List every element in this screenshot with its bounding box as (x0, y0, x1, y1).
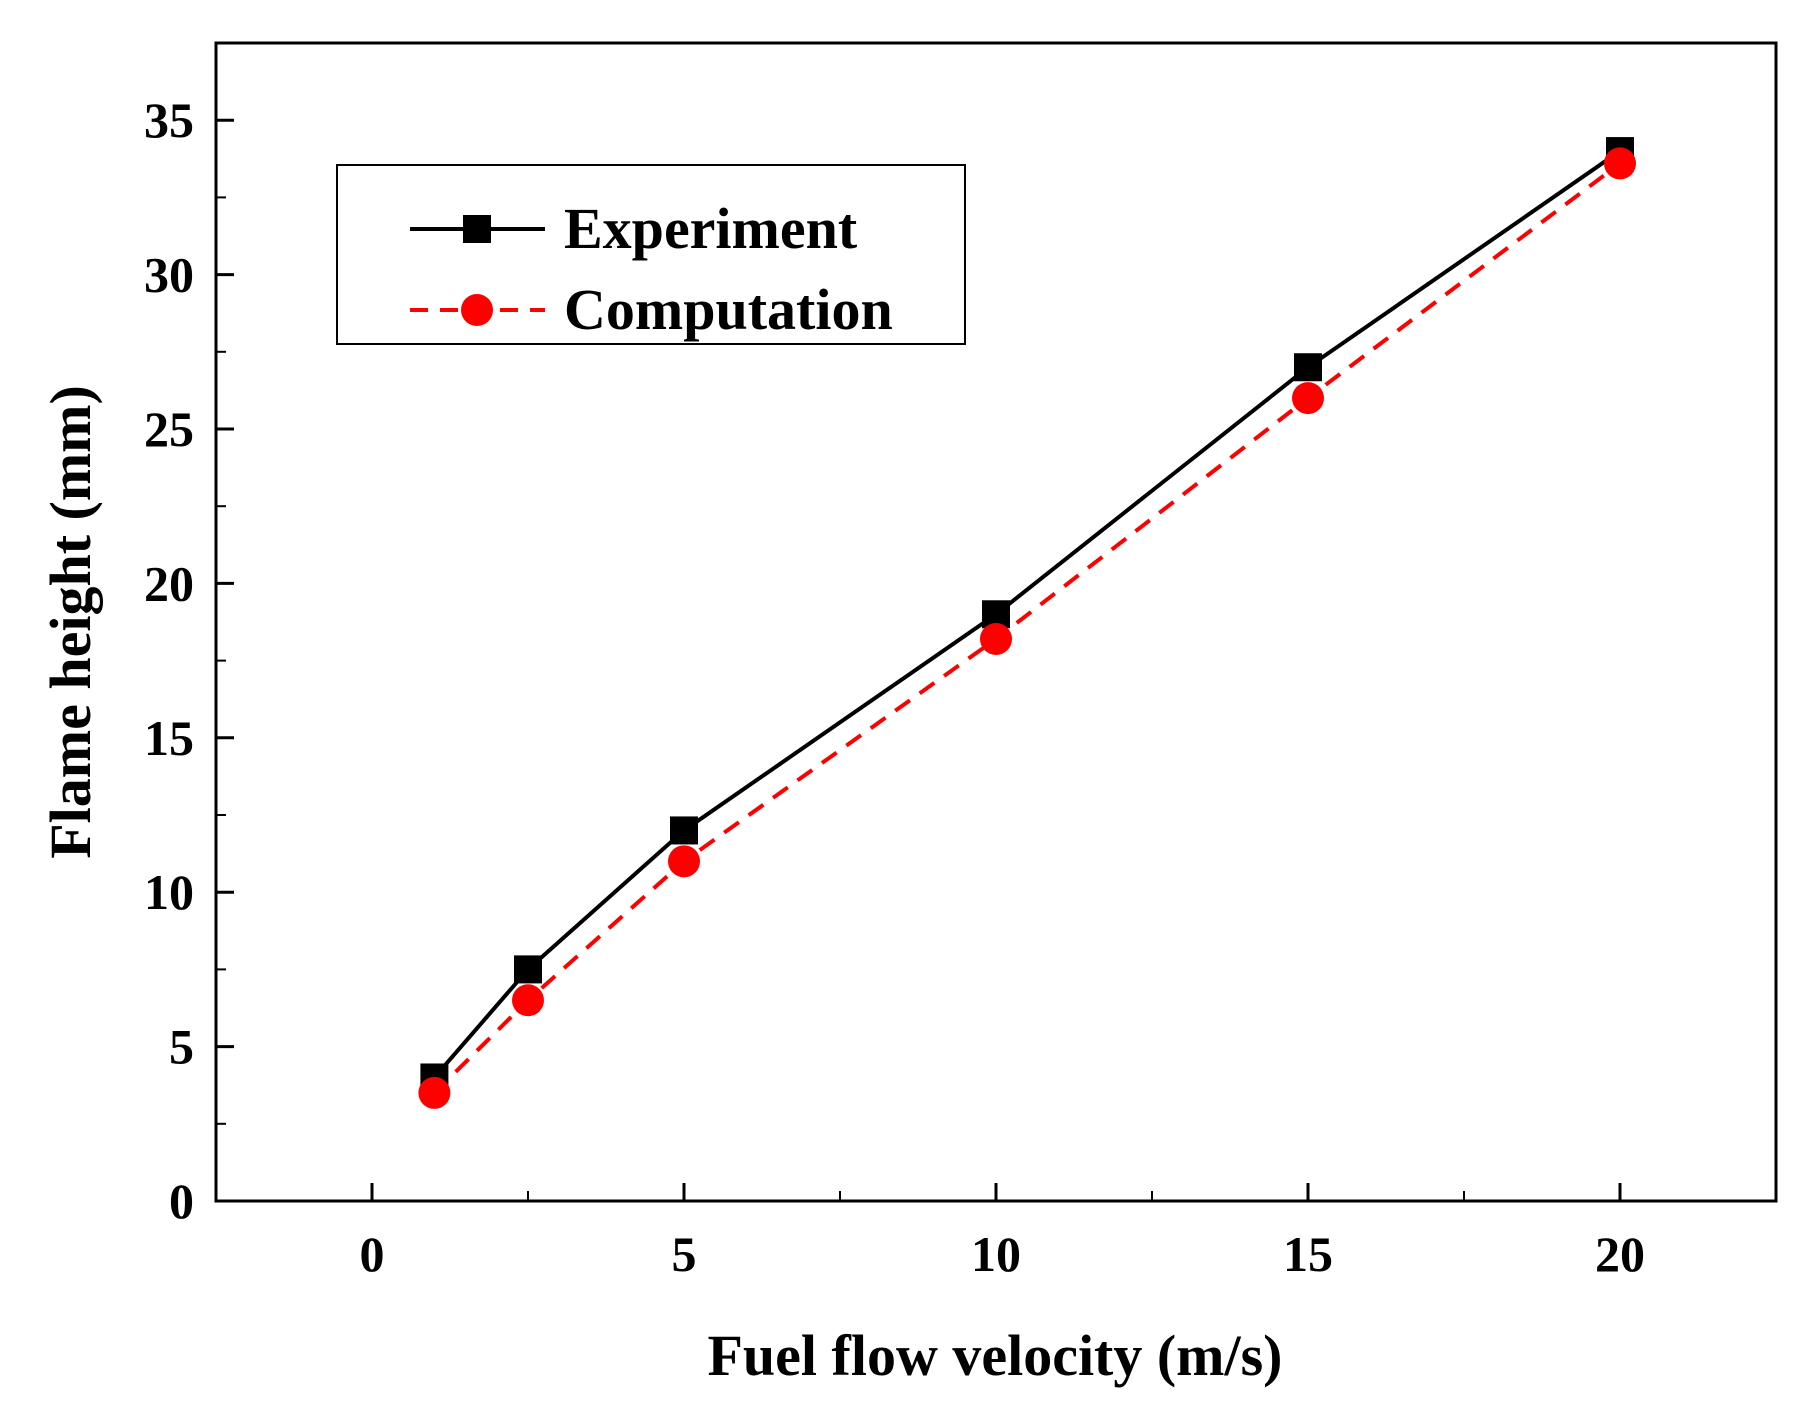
y-tick-label-35: 35 (144, 92, 194, 148)
x-tick-label-0: 0 (360, 1226, 385, 1282)
point-experiment-1 (514, 955, 542, 984)
y-tick-label-30: 30 (144, 247, 194, 303)
point-computation-1 (512, 984, 544, 1017)
minor-ticks (216, 196, 1465, 1201)
legend-marker-computation (461, 294, 493, 326)
y-tick-label-25: 25 (144, 401, 194, 457)
y-tick-label-15: 15 (144, 710, 194, 766)
y-axis-ticks: 0 5 10 15 20 25 30 35 (144, 92, 234, 1229)
x-axis-title: Fuel flow velocity (m/s) (707, 1323, 1282, 1388)
point-experiment-4 (1294, 353, 1322, 382)
y-tick-label-5: 5 (169, 1019, 194, 1075)
point-computation-4 (1292, 382, 1324, 415)
y-tick-label-20: 20 (144, 555, 194, 611)
y-axis-title: Flame height (mm) (38, 385, 103, 859)
point-computation-0 (418, 1076, 451, 1109)
legend-label-experiment: Experiment (564, 196, 858, 261)
point-computation-3 (980, 622, 1012, 655)
y-tick-label-10: 10 (144, 864, 194, 920)
point-experiment-2 (670, 816, 698, 845)
series-layer (418, 137, 1636, 1109)
legend-box (336, 164, 966, 345)
series-line-computation (432, 161, 1622, 1095)
point-computation-2 (668, 845, 700, 878)
legend: Experiment Computation (336, 164, 966, 345)
x-tick-label-10: 10 (971, 1226, 1021, 1282)
legend-marker-experiment (463, 215, 491, 243)
x-axis-ticks: 0 5 10 15 20 (360, 1183, 1645, 1282)
legend-label-computation: Computation (564, 277, 893, 342)
x-tick-label-5: 5 (672, 1226, 697, 1282)
series-line-experiment (432, 149, 1622, 1079)
point-computation-5 (1604, 147, 1636, 180)
x-tick-label-20: 20 (1595, 1226, 1645, 1282)
x-tick-label-15: 15 (1283, 1226, 1333, 1282)
y-tick-label-0: 0 (169, 1173, 194, 1229)
